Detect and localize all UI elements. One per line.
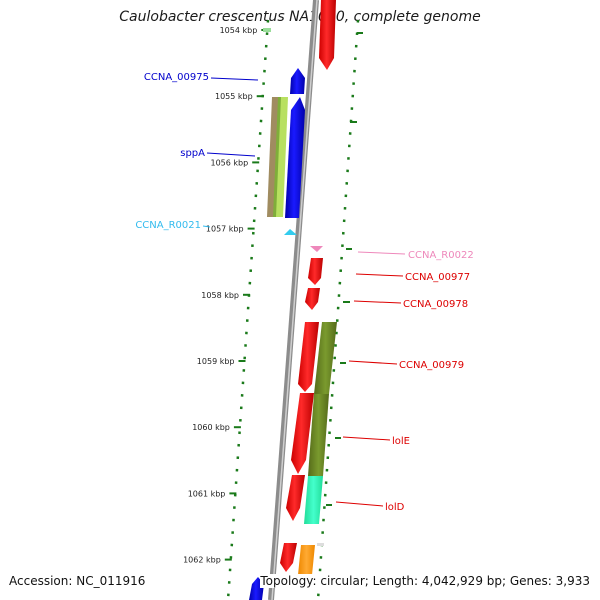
gene-label-ccna-00978[interactable]: CCNA_00978 [403, 299, 468, 310]
map-title: Caulobacter crescentus NA1000, complete … [119, 9, 481, 25]
cog-block-olive-1 [314, 322, 337, 394]
gene-arrow-lole[interactable] [291, 393, 314, 474]
cog-block-teal [304, 476, 323, 524]
scale-tick-label: 1056 kbp [210, 158, 248, 167]
scale-tick-label: 1055 kbp [215, 92, 253, 101]
scale-tick-label: 1061 kbp [188, 489, 226, 498]
gene-arrow-bottom-forward[interactable] [280, 543, 297, 572]
gene-label-lold[interactable]: lolD [385, 502, 405, 513]
scale-tick-label: 1060 kbp [192, 423, 230, 432]
scale-tick-mark [224, 558, 232, 561]
inner-ring-ticks [326, 32, 363, 506]
gene-label-ccna-00979[interactable]: CCNA_00979 [399, 360, 464, 371]
gene-arrow-lold[interactable] [286, 475, 305, 521]
gene-arrow-ccna-r0021[interactable] [284, 229, 297, 235]
inner-dotted-ring [316, 19, 360, 600]
scale-tick-mark [229, 492, 237, 495]
backbone-highlight [271, 0, 318, 600]
gene-arrow-top-forward[interactable] [319, 0, 336, 70]
gene-label-lole[interactable]: lolE [392, 436, 410, 447]
gene-label-ccna-00977[interactable]: CCNA_00977 [405, 272, 470, 283]
scale-tick-mark [233, 426, 241, 429]
cog-block-sppa-lime [275, 97, 288, 217]
cog-block-orange [298, 545, 315, 575]
cog-block-olive-2 [308, 394, 329, 476]
gene-label-sppa[interactable]: sppA [180, 148, 205, 159]
accession-label: Accession: NC_011916 [9, 574, 146, 588]
scale-ticks: 1054 kbp 1055 kbp 1056 kbp 1057 kbp 1058 kbp… [183, 26, 269, 565]
scale-tick-label: 1062 kbp [183, 556, 221, 565]
scale-tick-label: 1059 kbp [197, 357, 235, 366]
scale-tick-mark [238, 360, 246, 362]
cog-block-sppa-lime-edge [273, 97, 281, 217]
gene-arrow-ccna-00977[interactable] [308, 258, 323, 285]
scale-tick-mark [256, 95, 264, 98]
gene-arrow-sppa[interactable] [285, 97, 305, 218]
gene-arrow-ccna-00978[interactable] [305, 288, 320, 310]
gene-arrow-ccna-00975[interactable] [290, 68, 305, 94]
outer-dotted-ring [226, 19, 270, 600]
scale-tick-label: 1058 kbp [201, 291, 239, 300]
gene-label-ccna-r0022[interactable]: CCNA_R0022 [408, 250, 474, 261]
gene-label-ccna-r0021[interactable]: CCNA_R0021 [135, 220, 201, 231]
cog-block-grey [317, 543, 324, 546]
scale-tick-label: 1054 kbp [220, 26, 258, 35]
scale-tick-mark [247, 227, 255, 230]
cog-block-top [263, 28, 271, 32]
gene-arrow-ccna-00979[interactable] [298, 322, 319, 392]
genome-summary-label: Topology: circular; Length: 4,042,929 bp… [260, 574, 590, 588]
gene-label-ccna-00975[interactable]: CCNA_00975 [144, 72, 209, 83]
gene-arrow-bottom-reverse[interactable] [249, 577, 264, 600]
leader-lines [202, 77, 406, 507]
gene-labels: CCNA_00975 sppA CCNA_R0021 CCNA_R0022 CC… [135, 72, 473, 513]
backbone-ring [268, 0, 319, 600]
scale-tick-mark [243, 293, 250, 296]
scale-tick-label: 1057 kbp [206, 225, 244, 234]
scale-tick-mark [252, 161, 260, 164]
gene-arrow-ccna-r0022[interactable] [310, 246, 323, 252]
gene-features [249, 0, 337, 600]
